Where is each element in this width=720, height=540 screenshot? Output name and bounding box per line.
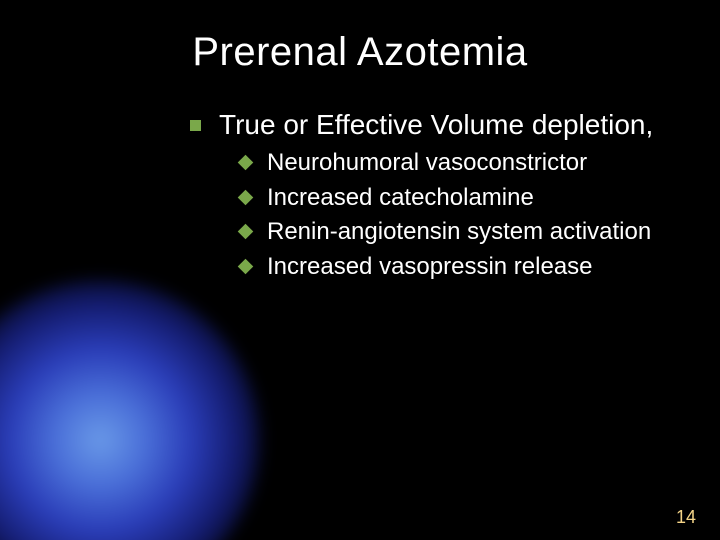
- sub-bullet-item: Increased vasopressin release: [240, 251, 680, 283]
- sub-bullet-list: Neurohumoral vasoconstrictor Increased c…: [240, 147, 680, 283]
- sub-bullet-item: Renin-angiotensin system activation: [240, 216, 680, 248]
- diamond-bullet-icon: [238, 190, 254, 206]
- main-bullet-item: True or Effective Volume depletion,: [190, 107, 680, 143]
- sub-bullet-text: Renin-angiotensin system activation: [267, 216, 651, 248]
- slide-title: Prerenal Azotemia: [40, 30, 680, 75]
- sub-bullet-text: Increased catecholamine: [267, 182, 534, 214]
- sub-bullet-text: Increased vasopressin release: [267, 251, 593, 283]
- sub-bullet-item: Increased catecholamine: [240, 182, 680, 214]
- sub-bullet-item: Neurohumoral vasoconstrictor: [240, 147, 680, 179]
- page-number: 14: [676, 507, 696, 528]
- diamond-bullet-icon: [238, 258, 254, 274]
- diamond-bullet-icon: [238, 155, 254, 171]
- slide-content: Prerenal Azotemia True or Effective Volu…: [0, 0, 720, 540]
- main-bullet-list: True or Effective Volume depletion,: [190, 107, 680, 143]
- diamond-bullet-icon: [238, 224, 254, 240]
- square-bullet-icon: [190, 120, 201, 131]
- main-bullet-text: True or Effective Volume depletion,: [219, 107, 653, 143]
- sub-bullet-text: Neurohumoral vasoconstrictor: [267, 147, 587, 179]
